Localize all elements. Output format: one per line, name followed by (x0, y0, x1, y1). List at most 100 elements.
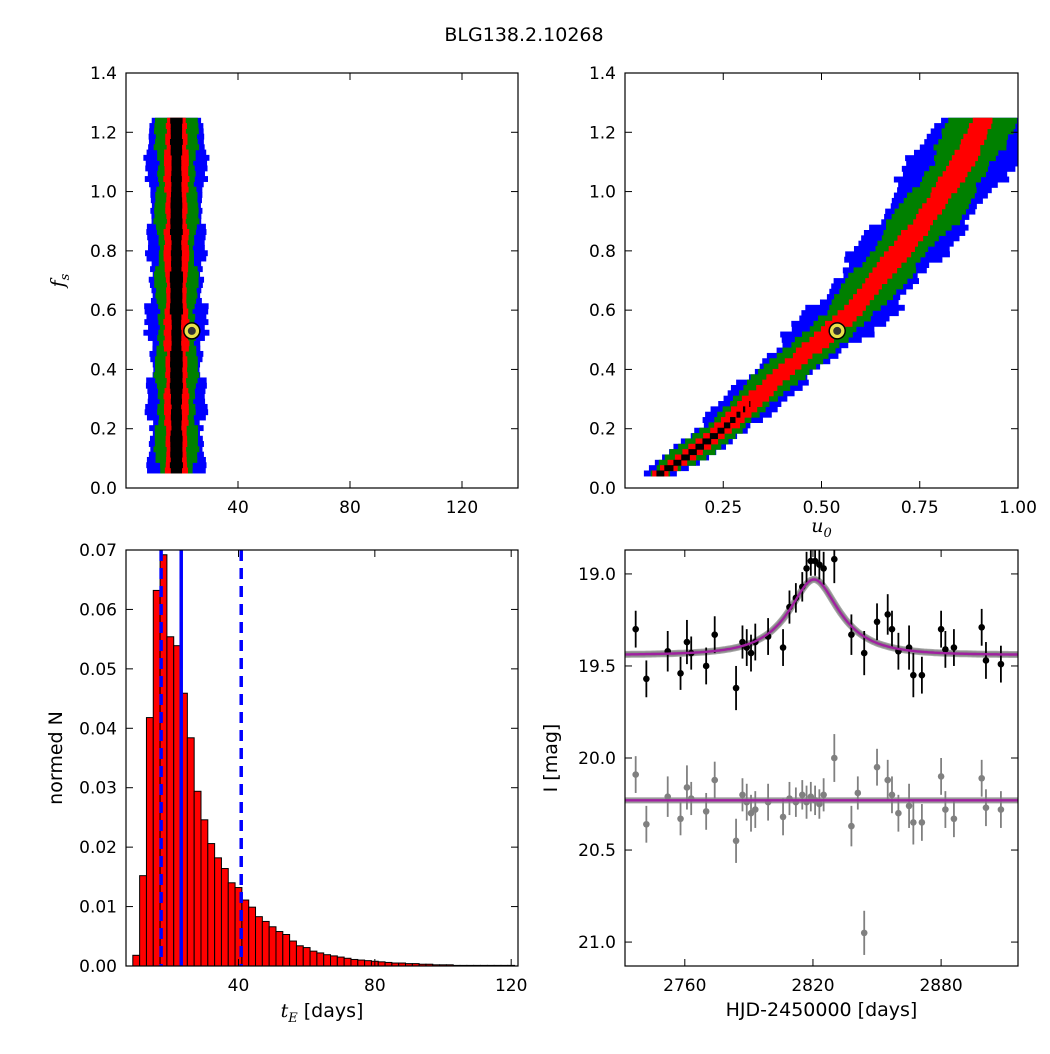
y-tick-label: 0.0 (90, 479, 117, 499)
contour-cell-sigma1 (169, 271, 183, 278)
x-tick-label: 0.75 (901, 498, 939, 518)
contour-cell-sigma2 (901, 229, 929, 236)
contour-cell-sigma1 (170, 292, 183, 299)
residual-point (643, 820, 650, 828)
axes-frame (125, 549, 519, 967)
contour-cell-sigma2 (951, 155, 978, 162)
histogram-bar (227, 882, 236, 966)
residual-point (950, 815, 958, 823)
contour-cell-sigma1 (171, 170, 182, 177)
histogram-bar (330, 955, 338, 966)
contour-cell-sigma2 (959, 144, 981, 151)
y-axis-label: normed N (45, 711, 67, 805)
contour-cell-sigma1 (170, 398, 182, 405)
data-point (732, 684, 740, 692)
contour-cell-sigma1 (673, 459, 682, 466)
contour-cell-sigma1 (170, 297, 183, 304)
contour-cell-sigma2 (954, 149, 981, 156)
contour-cell-sigma1 (171, 154, 182, 161)
data-point (779, 644, 787, 651)
histogram-bar (343, 957, 352, 966)
x-tick-label: 120 (446, 498, 478, 518)
y-tick-label: 0.0 (589, 479, 616, 499)
contour-cell-sigma1 (170, 223, 183, 230)
contour-cell-sigma1 (171, 403, 182, 410)
residual-point (884, 776, 892, 784)
contour-cell-sigma2 (856, 288, 879, 295)
data-point (978, 624, 985, 631)
y-tick-label: 0.4 (90, 360, 117, 380)
contour-cell-sigma2 (837, 310, 863, 317)
histogram-bar (364, 960, 372, 966)
contour-cell-sigma2 (865, 278, 888, 285)
data-point (982, 657, 990, 664)
y-tick-label: 0.2 (589, 420, 616, 440)
residual-point (895, 809, 902, 817)
residual-point (751, 806, 759, 813)
contour-cell-sigma1 (170, 287, 183, 294)
contour-cell-sigma2 (813, 331, 841, 338)
x-tick-label: 2880 (919, 976, 962, 996)
residual-point (982, 804, 990, 811)
contour-cell-sigma2 (968, 123, 992, 130)
contour-cell-sigma1 (742, 406, 746, 413)
data-point (997, 660, 1005, 668)
data-point (739, 638, 746, 646)
data-point (860, 649, 868, 657)
contour-cell-sigma2 (972, 117, 993, 124)
data-point (811, 557, 819, 565)
contour-cell-sigma1 (171, 234, 182, 241)
contour-cell-sigma1 (169, 138, 183, 145)
y-tick-label: 1.0 (589, 183, 616, 203)
y-tick-label: 0.6 (589, 301, 616, 321)
y-tick-label: 0.4 (589, 360, 616, 380)
contour-cell-sigma1 (170, 361, 183, 368)
contour-cell-sigma2 (784, 358, 808, 365)
contour-cell-sigma1 (170, 451, 183, 458)
y-tick-label: 20.5 (578, 841, 616, 861)
contour-cell-sigma2 (872, 267, 898, 274)
contour-cell-sigma2 (930, 192, 952, 199)
contour-cell-sigma1 (170, 213, 183, 220)
y-tick-label: 1.4 (589, 64, 616, 84)
contour-cell-sigma1 (169, 382, 183, 389)
contour-cell-sigma2 (832, 315, 857, 322)
histogram-bar (275, 931, 284, 966)
residual-point (632, 771, 639, 778)
histogram-bar (145, 717, 154, 966)
contour-cell-sigma1 (170, 123, 183, 129)
contour-cell-sigma1 (171, 255, 182, 262)
contour-cell-sigma1 (170, 372, 183, 379)
y-tick-label: 0.07 (79, 541, 117, 561)
x-axis-label: tE [days] (281, 1000, 364, 1026)
contour-cell-sigma2 (931, 187, 958, 194)
contour-cell-sigma2 (937, 176, 966, 183)
contour-cell-sigma1 (171, 313, 182, 320)
contour-cell-sigma2 (795, 347, 823, 354)
contour-cell-sigma1 (170, 218, 183, 225)
contour-cell-sigma1 (171, 335, 182, 341)
contour-cell-sigma2 (963, 133, 987, 140)
contour-cell-sigma2 (894, 240, 919, 247)
contour-cell-sigma2 (922, 203, 946, 210)
contour-cell-sigma1 (170, 409, 182, 416)
contour-cell-sigma2 (876, 262, 902, 269)
y-axis-label: I [mag] (540, 724, 562, 793)
contour-cell-sigma1 (170, 430, 183, 437)
contour-cell-sigma1 (723, 422, 731, 429)
x-tick-label: 1.00 (999, 498, 1037, 518)
data-point (950, 644, 958, 651)
y-tick-label: 0.01 (79, 898, 117, 918)
contour-cell-sigma2 (809, 336, 835, 343)
x-tick-label: 120 (495, 976, 527, 996)
data-point (884, 611, 892, 618)
residual-point (779, 813, 787, 821)
contour-cell-sigma2 (862, 283, 882, 290)
contour-cell-sigma2 (766, 374, 790, 381)
contour-cell-sigma1 (170, 393, 182, 400)
residual-point (831, 754, 838, 762)
data-point (831, 555, 838, 563)
data-point (888, 625, 896, 633)
contour-cell-sigma1 (171, 329, 182, 336)
